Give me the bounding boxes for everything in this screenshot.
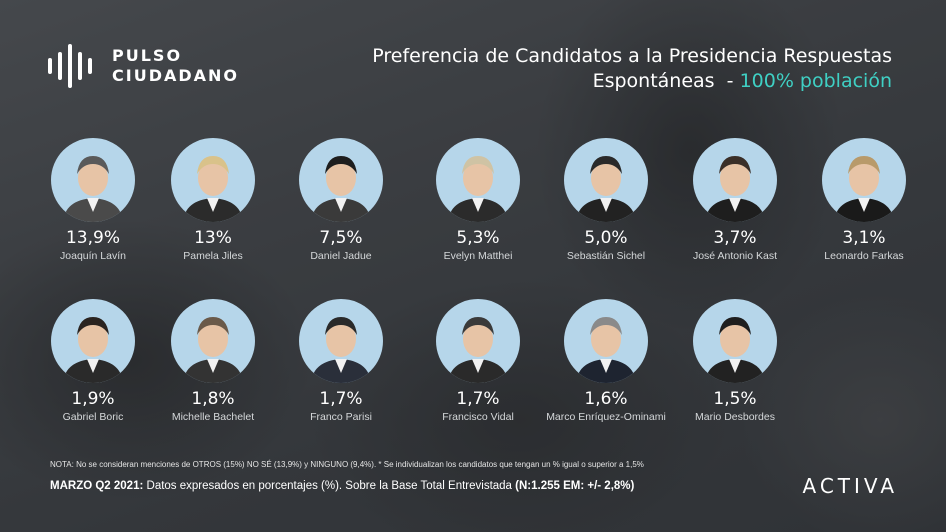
candidate-card: 3,1% Leonardo Farkas	[784, 138, 944, 262]
candidate-percentage: 13%	[194, 228, 232, 248]
candidate-photo	[51, 138, 135, 222]
footnote: NOTA: No se consideran menciones de OTRO…	[50, 460, 644, 469]
candidate-percentage: 1,9%	[71, 389, 115, 409]
candidate-name: Gabriel Boric	[62, 411, 124, 423]
candidate-card: 5,0% Sebastián Sichel	[526, 138, 686, 262]
candidate-name: Leonardo Farkas	[824, 250, 904, 262]
candidate-name: Francisco Vidal	[442, 411, 514, 423]
candidate-percentage: 5,0%	[584, 228, 628, 248]
candidate-photo	[171, 138, 255, 222]
candidate-name: Daniel Jadue	[310, 250, 372, 262]
logo-line-1: PULSO	[112, 46, 183, 65]
candidate-name: Marco Enríquez-Ominami	[546, 411, 666, 423]
candidate-name: Michelle Bachelet	[171, 411, 255, 423]
candidate-name: Pamela Jiles	[183, 250, 243, 262]
candidate-card: 1,7% Franco Parisi	[261, 299, 421, 423]
candidate-percentage: 1,8%	[191, 389, 235, 409]
candidate-card: 13% Pamela Jiles	[133, 138, 293, 262]
candidate-percentage: 1,6%	[584, 389, 628, 409]
title-separator: -	[726, 70, 734, 92]
candidate-photo	[564, 138, 648, 222]
candidate-card: 1,7% Francisco Vidal	[398, 299, 558, 423]
candidate-percentage: 7,5%	[319, 228, 363, 248]
candidate-name: Sebastián Sichel	[566, 250, 646, 262]
sample-size: (N:1.255 EM: +/- 2,8%)	[515, 480, 635, 492]
base-description: Datos expresados en porcentajes (%). Sob…	[146, 480, 512, 492]
candidate-percentage: 1,7%	[319, 389, 363, 409]
title-main: Espontáneas	[592, 70, 715, 92]
title-line-1: Preferencia de Candidatos a la Presidenc…	[372, 45, 892, 67]
candidate-name: Franco Parisi	[310, 411, 372, 423]
candidate-photo	[693, 138, 777, 222]
logo-line-2: CIUDADANO	[112, 66, 240, 85]
candidate-card: 3,7% José Antonio Kast	[655, 138, 815, 262]
candidate-card: 1,9% Gabriel Boric	[13, 299, 173, 423]
candidate-name: Mario Desbordes	[695, 411, 775, 423]
candidate-percentage: 13,9%	[65, 228, 120, 248]
chart-title: Preferencia de Candidatos a la Presidenc…	[372, 44, 892, 94]
title-accent: 100% población	[739, 70, 892, 92]
candidate-photo	[564, 299, 648, 383]
candidate-percentage: 1,5%	[713, 389, 757, 409]
candidate-photo	[822, 138, 906, 222]
candidate-photo	[171, 299, 255, 383]
candidate-photo	[51, 299, 135, 383]
candidate-photo	[299, 299, 383, 383]
candidate-card: 1,8% Michelle Bachelet	[133, 299, 293, 423]
candidate-name: José Antonio Kast	[692, 250, 778, 262]
candidate-photo	[693, 299, 777, 383]
candidate-name: Evelyn Matthei	[443, 250, 513, 262]
candidate-card: 13,9% Joaquín Lavín	[13, 138, 173, 262]
candidate-card: 1,5% Mario Desbordes	[655, 299, 815, 423]
candidate-percentage: 3,1%	[842, 228, 886, 248]
candidate-photo	[436, 299, 520, 383]
pulso-ciudadano-logo: PULSO CIUDADANO	[46, 44, 239, 88]
candidate-percentage: 5,3%	[456, 228, 500, 248]
candidate-name: Joaquín Lavín	[60, 250, 126, 262]
candidate-percentage: 3,7%	[713, 228, 757, 248]
candidate-photo	[299, 138, 383, 222]
period-label: MARZO Q2 2021:	[50, 480, 144, 492]
candidate-percentage: 1,7%	[456, 389, 500, 409]
candidate-card: 1,6% Marco Enríquez-Ominami	[526, 299, 686, 423]
candidate-card: 7,5% Daniel Jadue	[261, 138, 421, 262]
title-line-2: Espontáneas - 100% población	[372, 69, 892, 94]
candidate-photo	[436, 138, 520, 222]
soundwave-logo-icon	[48, 44, 92, 88]
base-note: MARZO Q2 2021: Datos expresados en porce…	[50, 480, 634, 492]
activa-logo: ACTIVA	[802, 474, 898, 498]
candidate-card: 5,3% Evelyn Matthei	[398, 138, 558, 262]
